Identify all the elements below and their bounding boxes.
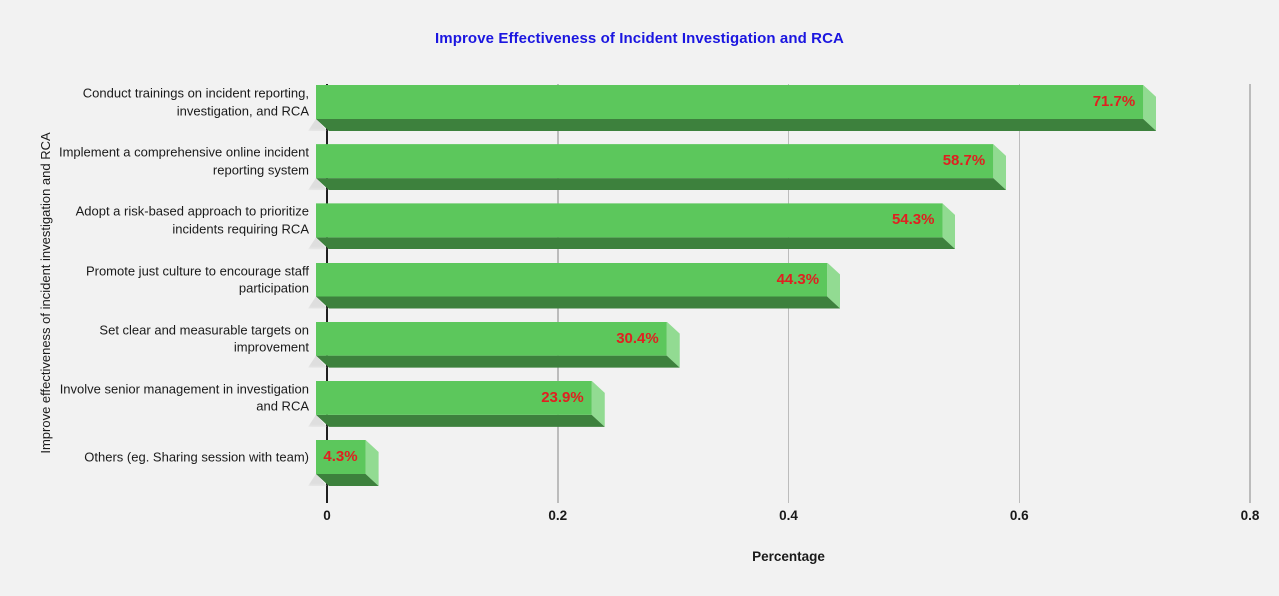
bar-bottom-face <box>316 296 841 309</box>
category-label: Others (eg. Sharing session with team) <box>84 449 309 465</box>
bar[interactable]: 44.3% <box>308 262 841 309</box>
gridline <box>1018 84 1020 503</box>
bar-side-face <box>1143 85 1157 131</box>
bar-value-label: 54.3% <box>891 211 935 229</box>
bar-bottom-face <box>316 178 1007 191</box>
bar-side-face <box>666 321 680 368</box>
bar-side-face <box>993 144 1007 191</box>
x-tick-label: 0.6 <box>1009 508 1029 523</box>
bar[interactable]: 4.3% <box>308 440 379 487</box>
bar-bottom-face <box>315 355 680 368</box>
bar-value-label: 71.7% <box>1092 93 1136 110</box>
category-label: Involve senior management in investigati… <box>59 381 309 414</box>
y-axis-title-text: Improve effectiveness of incident invest… <box>38 132 53 454</box>
category-label: Set clear and measurable targets on impr… <box>99 322 309 355</box>
bar-value-label: 30.4% <box>616 329 659 347</box>
bar-value-label: 4.3% <box>323 448 358 466</box>
bar[interactable]: 23.9% <box>308 380 605 427</box>
x-tick-label: 0.4 <box>779 508 798 523</box>
chart-title: Improve Effectiveness of Incident Invest… <box>435 30 844 47</box>
bar-side-face <box>942 203 956 250</box>
x-axis-title: Percentage <box>752 549 825 564</box>
bar-front-face <box>316 144 994 179</box>
category-label: Conduct trainings on incident reporting,… <box>82 85 309 119</box>
bar-bottom-face <box>315 474 379 487</box>
bar-front-face <box>315 440 366 475</box>
bar[interactable]: 71.7% <box>308 85 1157 131</box>
gridline <box>1249 84 1251 503</box>
bar-front-face <box>316 262 828 297</box>
bar[interactable]: 54.3% <box>308 203 956 250</box>
category-label: Adopt a risk-based approach to prioritiz… <box>75 203 309 237</box>
bar-bottom-face <box>315 414 605 427</box>
bar-front-face <box>316 203 943 238</box>
x-tick-label: 0.2 <box>548 508 568 523</box>
bar-side-face <box>591 380 605 427</box>
category-label: Promote just culture to encourage staff … <box>85 263 309 296</box>
bar[interactable]: 30.4% <box>308 321 680 368</box>
bar-value-label: 23.9% <box>541 388 584 406</box>
bar-front-face <box>315 380 592 415</box>
bar-bottom-face <box>316 237 956 250</box>
x-tick-label: 0.8 <box>1240 508 1260 523</box>
bar-side-face <box>365 440 379 487</box>
bar-value-label: 44.3% <box>776 270 820 288</box>
bar[interactable]: 58.7% <box>308 144 1007 191</box>
bar-value-label: 58.7% <box>942 152 986 170</box>
bar-front-face <box>316 85 1144 119</box>
x-tick-label: 0 <box>323 508 331 523</box>
bar-front-face <box>315 321 667 356</box>
bar-bottom-face <box>316 119 1157 131</box>
category-label: Implement a comprehensive online inciden… <box>58 144 309 178</box>
bar-side-face <box>827 262 841 309</box>
